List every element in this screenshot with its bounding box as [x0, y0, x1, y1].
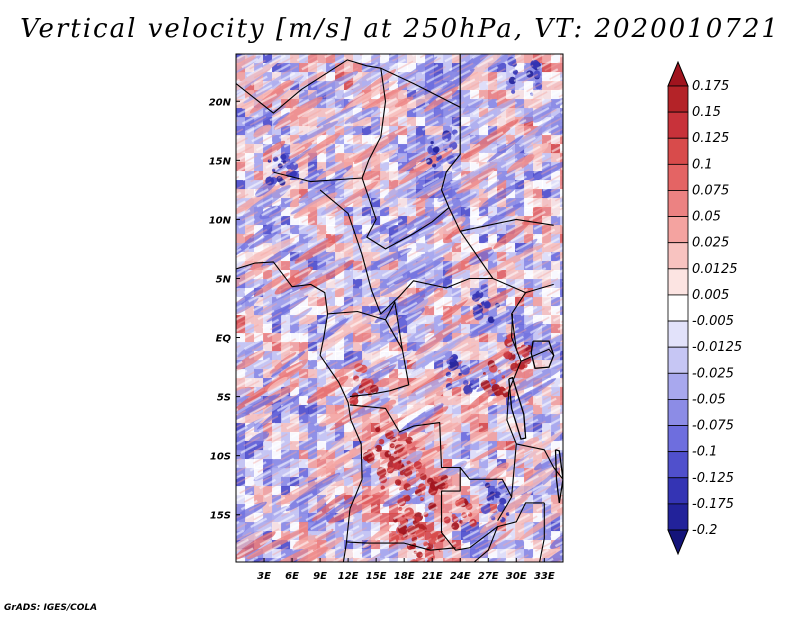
- colorbar-segment: [667, 477, 689, 505]
- colorbar-label: -0.0125: [692, 340, 742, 355]
- colorbar-segment: [667, 137, 689, 165]
- colorbar: 0.175 0.15 0.125 0.1 0.075 0.05 0.025 0.0125 0.0…: [667, 60, 742, 556]
- grads-credit: GrADS: IGES/COLA: [4, 603, 98, 613]
- colorbar-label: -0.05: [692, 392, 726, 407]
- lon-tick-label: 24E: [450, 571, 471, 582]
- colorbar-min-arrow: [667, 529, 689, 556]
- map-title: Vertical velocity [m/s] at 250hPa, VT: 2…: [20, 14, 780, 44]
- lat-tick-label: EQ: [216, 334, 232, 345]
- lat-tick-label: 5N: [216, 274, 232, 285]
- colorbar-segment: [667, 163, 689, 191]
- colorbar-label: 0.0125: [692, 262, 738, 277]
- lon-tick-label: 33E: [534, 571, 555, 582]
- colorbar-segment: [667, 372, 689, 400]
- colorbar-segment: [667, 425, 689, 453]
- lon-tick-label: 12E: [338, 571, 359, 582]
- colorbar-segment: [667, 320, 689, 348]
- colorbar-max-arrow: [667, 60, 689, 87]
- colorbar-label: -0.005: [692, 314, 734, 329]
- lat-tick-label: 10S: [210, 452, 231, 463]
- colorbar-segment: [667, 503, 689, 531]
- colorbar-label: -0.2: [692, 523, 717, 538]
- colorbar-segment: [667, 190, 689, 217]
- lat-tick-label: 10N: [209, 215, 232, 226]
- lon-tick-label: 3E: [257, 571, 271, 582]
- colorbar-segment: [667, 399, 689, 426]
- lon-tick-label: 9E: [313, 571, 327, 582]
- colorbar-segment: [667, 294, 689, 322]
- colorbar-segment: [667, 242, 689, 270]
- colorbar-label: -0.025: [692, 366, 734, 381]
- lon-tick-label: 18E: [394, 571, 415, 582]
- colorbar-label: -0.1: [692, 445, 717, 460]
- lat-tick-label: 5S: [217, 393, 231, 404]
- colorbar-label: -0.175: [692, 497, 734, 512]
- colorbar-label: 0.05: [692, 210, 721, 225]
- colorbar-segment: [667, 268, 689, 296]
- colorbar-label: 0.025: [692, 236, 729, 251]
- colorbar-segment: [667, 451, 689, 479]
- map-axes: 3E 6E 9E 12E 15E 18E 21E 24E 27E 30E 33E 20N 15N 10N 5…: [209, 97, 555, 582]
- lon-tick-label: 6E: [285, 571, 299, 582]
- lat-tick-label: 20N: [209, 97, 232, 108]
- colorbar-label: -0.075: [692, 419, 734, 434]
- lon-tick-label: 15E: [366, 571, 387, 582]
- colorbar-label: 0.175: [692, 79, 729, 94]
- country-borders: [236, 54, 563, 562]
- colorbar-label: 0.125: [692, 131, 729, 146]
- velocity-field: [236, 54, 563, 562]
- lat-tick-label: 15S: [210, 511, 231, 522]
- colorbar-label: 0.15: [692, 105, 721, 120]
- colorbar-segment: [667, 346, 689, 374]
- lat-tick-label: 15N: [209, 156, 232, 167]
- lon-tick-label: 27E: [478, 571, 499, 582]
- lon-tick-label: 30E: [506, 571, 527, 582]
- colorbar-label: 0.1: [692, 157, 713, 172]
- colorbar-label: 0.075: [692, 183, 729, 198]
- map-frame: [235, 53, 564, 563]
- colorbar-segment: [667, 111, 689, 139]
- colorbar-label: -0.125: [692, 471, 734, 486]
- lon-tick-label: 21E: [422, 571, 443, 582]
- colorbar-segment: [667, 85, 689, 113]
- colorbar-segment: [667, 216, 689, 244]
- colorbar-label: 0.005: [692, 288, 729, 303]
